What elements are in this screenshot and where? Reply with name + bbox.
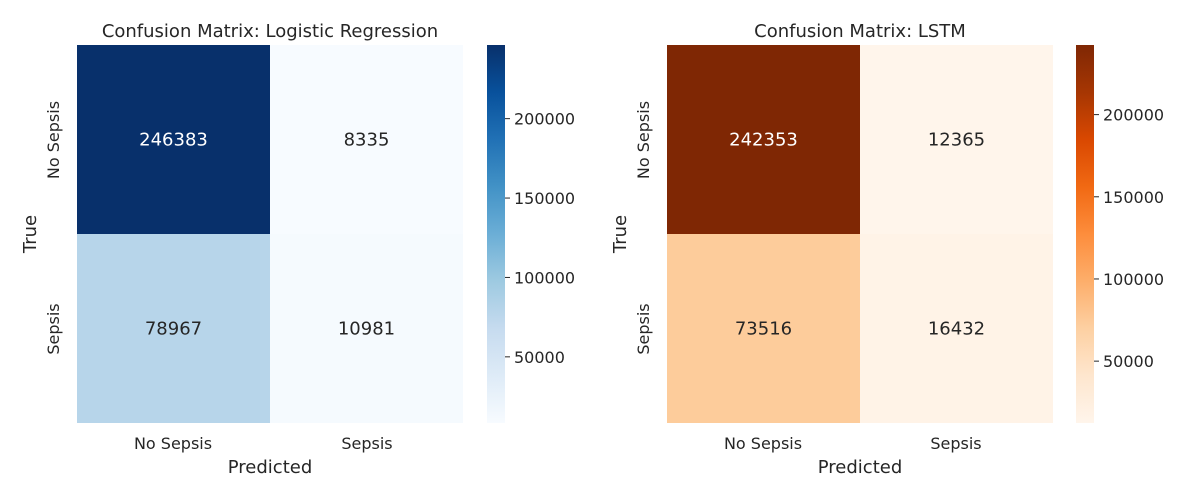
colorbar-tick-label: 200000: [1103, 106, 1164, 125]
colorbar-ticks: 50000 100000 150000 200000: [1094, 106, 1164, 371]
y-tick-labels: No Sepsis Sepsis: [634, 101, 653, 355]
x-tick-label: No Sepsis: [134, 434, 212, 453]
chart-title: Confusion Matrix: Logistic Regression: [102, 21, 438, 42]
cell-value-label: 12365: [928, 130, 985, 151]
colorbar-tick-label: 50000: [1103, 352, 1154, 371]
y-tick-label: No Sepsis: [44, 101, 63, 179]
cell-value-labels: 246383 8335 78967 10981: [139, 130, 395, 340]
heatmap-cell: [667, 45, 860, 234]
heatmap-cell: [860, 45, 1053, 234]
heatmap-cell: [77, 234, 270, 423]
y-axis-title: True: [20, 215, 41, 254]
y-tick-labels: No Sepsis Sepsis: [44, 101, 63, 355]
cell-value-label: 242353: [729, 130, 798, 151]
heatmap-cells: [77, 45, 463, 423]
y-tick-label: No Sepsis: [634, 101, 653, 179]
colorbar: [1076, 45, 1094, 423]
colorbar-ticks: 50000 100000 150000 200000: [505, 110, 575, 367]
colorbar-tick-label: 150000: [1103, 188, 1164, 207]
x-tick-labels: No Sepsis Sepsis: [724, 434, 982, 453]
heatmap-cell: [667, 234, 860, 423]
colorbar-tick-label: 100000: [514, 268, 575, 287]
colorbar-tick-label: 100000: [1103, 270, 1164, 289]
cell-value-label: 73516: [735, 319, 792, 340]
y-tick-label: Sepsis: [634, 303, 653, 354]
x-tick-labels: No Sepsis Sepsis: [134, 434, 393, 453]
y-tick-label: Sepsis: [44, 303, 63, 354]
cell-value-label: 8335: [344, 130, 390, 151]
cell-value-label: 246383: [139, 130, 208, 151]
colorbar: [487, 45, 505, 423]
cell-value-labels: 242353 12365 73516 16432: [729, 130, 985, 340]
chart-title: Confusion Matrix: LSTM: [754, 21, 966, 42]
colorbar-tick-label: 150000: [514, 189, 575, 208]
y-axis-title: True: [610, 215, 631, 254]
cell-value-label: 10981: [338, 319, 395, 340]
x-tick-label: Sepsis: [341, 434, 392, 453]
cell-value-label: 78967: [145, 319, 202, 340]
x-tick-label: Sepsis: [930, 434, 981, 453]
x-tick-label: No Sepsis: [724, 434, 802, 453]
heatmap-cell: [270, 45, 463, 234]
colorbar-tick-label: 50000: [514, 348, 565, 367]
heatmap-cell: [860, 234, 1053, 423]
heatmap-cell: [77, 45, 270, 234]
heatmap-cell: [270, 234, 463, 423]
cell-value-label: 16432: [928, 319, 985, 340]
heatmap-cells: [667, 45, 1053, 423]
x-axis-title: Predicted: [818, 457, 903, 478]
x-axis-title: Predicted: [228, 457, 313, 478]
heatmap-panel-lstm: Confusion Matrix: LSTM 242353 12365 7351…: [610, 21, 1164, 478]
heatmap-panel-logistic-regression: Confusion Matrix: Logistic Regression 24…: [20, 21, 575, 478]
colorbar-tick-label: 200000: [514, 110, 575, 129]
